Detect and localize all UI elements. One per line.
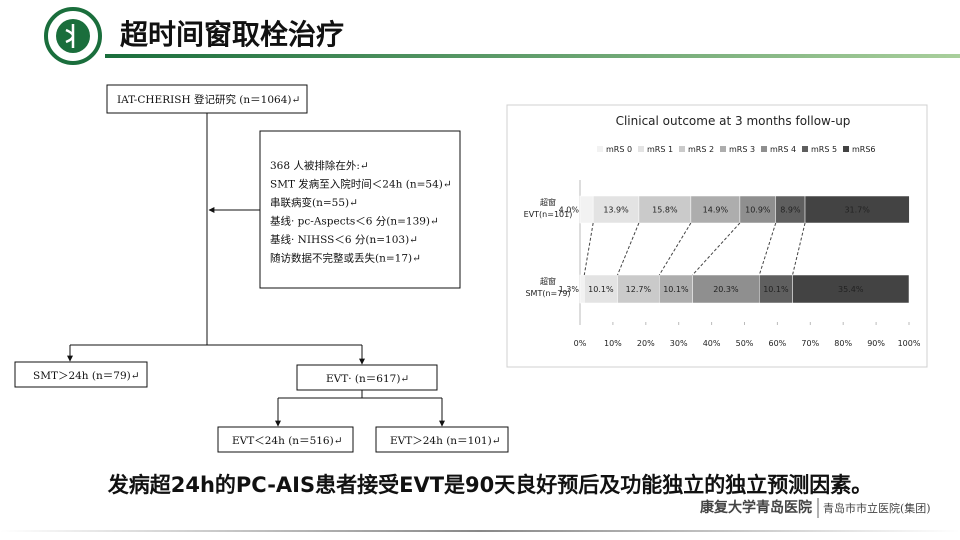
legend-label: mRS 0 <box>606 145 632 154</box>
bar-segment <box>592 195 640 224</box>
bar-segment <box>804 195 910 224</box>
legend-swatch <box>761 146 767 152</box>
value-label: 1.3% <box>559 285 580 294</box>
value-label: 35.4% <box>838 285 864 294</box>
value-label: 10.9% <box>745 206 771 215</box>
category-label: EVT(n=101) <box>524 210 573 219</box>
box <box>106 84 308 114</box>
slide-title: 超时间窗取栓治疗 <box>120 18 344 51</box>
box <box>375 426 509 453</box>
value-label: 10.1% <box>763 285 789 294</box>
logo-icon <box>65 24 75 48</box>
bar-segment <box>617 274 660 304</box>
legend-label: mRS 4 <box>770 145 796 154</box>
box-text: 368 人被排除在外:↵ <box>270 159 369 172</box>
x-tick-label: 80% <box>834 339 852 348</box>
box-text: IAT-CHERISH 登记研究 (n＝1064)↵ <box>117 93 300 106</box>
box <box>296 364 438 391</box>
footer-left: 康复大学青岛医院 <box>700 499 812 516</box>
legend-label: mRS 3 <box>729 145 755 154</box>
legend-swatch <box>802 146 808 152</box>
box <box>259 130 461 289</box>
category-label: 超窗 <box>540 197 556 207</box>
x-tick-label: 10% <box>604 339 622 348</box>
flowchart: IAT-CHERISH 登记研究 (n＝1064)↵ 368 人被排除在外:↵ S… <box>14 84 509 453</box>
box-text: SMT＞24h (n＝79)↵ <box>33 370 140 382</box>
value-label: 10.1% <box>663 285 689 294</box>
box-text: 基线· NIHSS＜6 分(n=103)↵ <box>270 233 418 246</box>
legend-swatch <box>597 146 603 152</box>
box-text: EVT· (n＝617)↵ <box>326 373 409 385</box>
x-tick-label: 50% <box>736 339 754 348</box>
x-tick-label: 60% <box>769 339 787 348</box>
connector <box>758 222 777 276</box>
category-label: 超窗 <box>540 276 556 286</box>
value-label: 13.9% <box>603 206 629 215</box>
value-label: 14.9% <box>703 206 729 215</box>
x-tick-label: 90% <box>867 339 885 348</box>
connector <box>792 222 806 276</box>
box-text: 基线· pc-Aspects＜6 分(n=139)↵ <box>270 215 439 228</box>
value-label: 4.0% <box>559 206 580 215</box>
bar-segment <box>584 274 618 304</box>
legend-label: mRS 1 <box>647 145 673 154</box>
connector <box>658 222 692 276</box>
legend-swatch <box>679 146 685 152</box>
conclusion: 发病超24h的PC-AIS患者接受EVT是90天良好预后及功能独立的独立预测因素… <box>107 473 873 497</box>
x-tick-label: 0% <box>574 339 587 348</box>
value-label: 20.3% <box>713 285 739 294</box>
legend-swatch <box>843 146 849 152</box>
bar-segment <box>792 274 910 304</box>
bar-segment <box>775 195 806 224</box>
bar-segment <box>638 195 692 224</box>
box-text: 串联病变(n=55)↵ <box>270 196 358 209</box>
value-label: 10.1% <box>588 285 614 294</box>
value-label: 31.7% <box>844 206 870 215</box>
value-label: 8.9% <box>780 206 801 215</box>
bar-segment <box>739 195 777 224</box>
box-text: 随访数据不完整或丢失(n=17)↵ <box>270 252 421 265</box>
box-text: EVT＜24h (n＝516)↵ <box>232 435 343 447</box>
footer-right: 青岛市市立医院(集团) <box>823 501 931 515</box>
box-text: SMT 发病至入院时间＜24h (n=54)↵ <box>270 178 452 191</box>
connector <box>692 222 741 276</box>
chart-panel <box>506 104 928 368</box>
header-rule <box>105 54 960 58</box>
connector <box>583 222 594 276</box>
x-tick-label: 100% <box>898 339 921 348</box>
bar-segment <box>692 274 760 304</box>
category-label: SMT(n=79) <box>525 289 570 298</box>
x-tick-label: 70% <box>801 339 819 348</box>
value-label: 12.7% <box>626 285 652 294</box>
box-text: EVT＞24h (n＝101)↵ <box>390 435 501 447</box>
footer-rule <box>0 530 960 532</box>
x-tick-label: 20% <box>637 339 655 348</box>
legend-label: mRS 2 <box>688 145 714 154</box>
bar-segment <box>690 195 741 224</box>
box <box>217 426 354 453</box>
bar-segment <box>579 274 585 304</box>
x-tick-label: 30% <box>670 339 688 348</box>
bar-segment <box>659 274 693 304</box>
box <box>14 361 148 388</box>
legend-label: mRS6 <box>852 145 876 154</box>
bar-segment <box>579 195 594 224</box>
bar-segment <box>759 274 793 304</box>
x-tick-label: 40% <box>703 339 721 348</box>
chart-title: Clinical outcome at 3 months follow-up <box>616 114 851 128</box>
connector <box>617 222 640 276</box>
legend-swatch <box>638 146 644 152</box>
value-label: 15.8% <box>652 206 678 215</box>
legend-swatch <box>720 146 726 152</box>
legend-label: mRS 5 <box>811 145 837 154</box>
